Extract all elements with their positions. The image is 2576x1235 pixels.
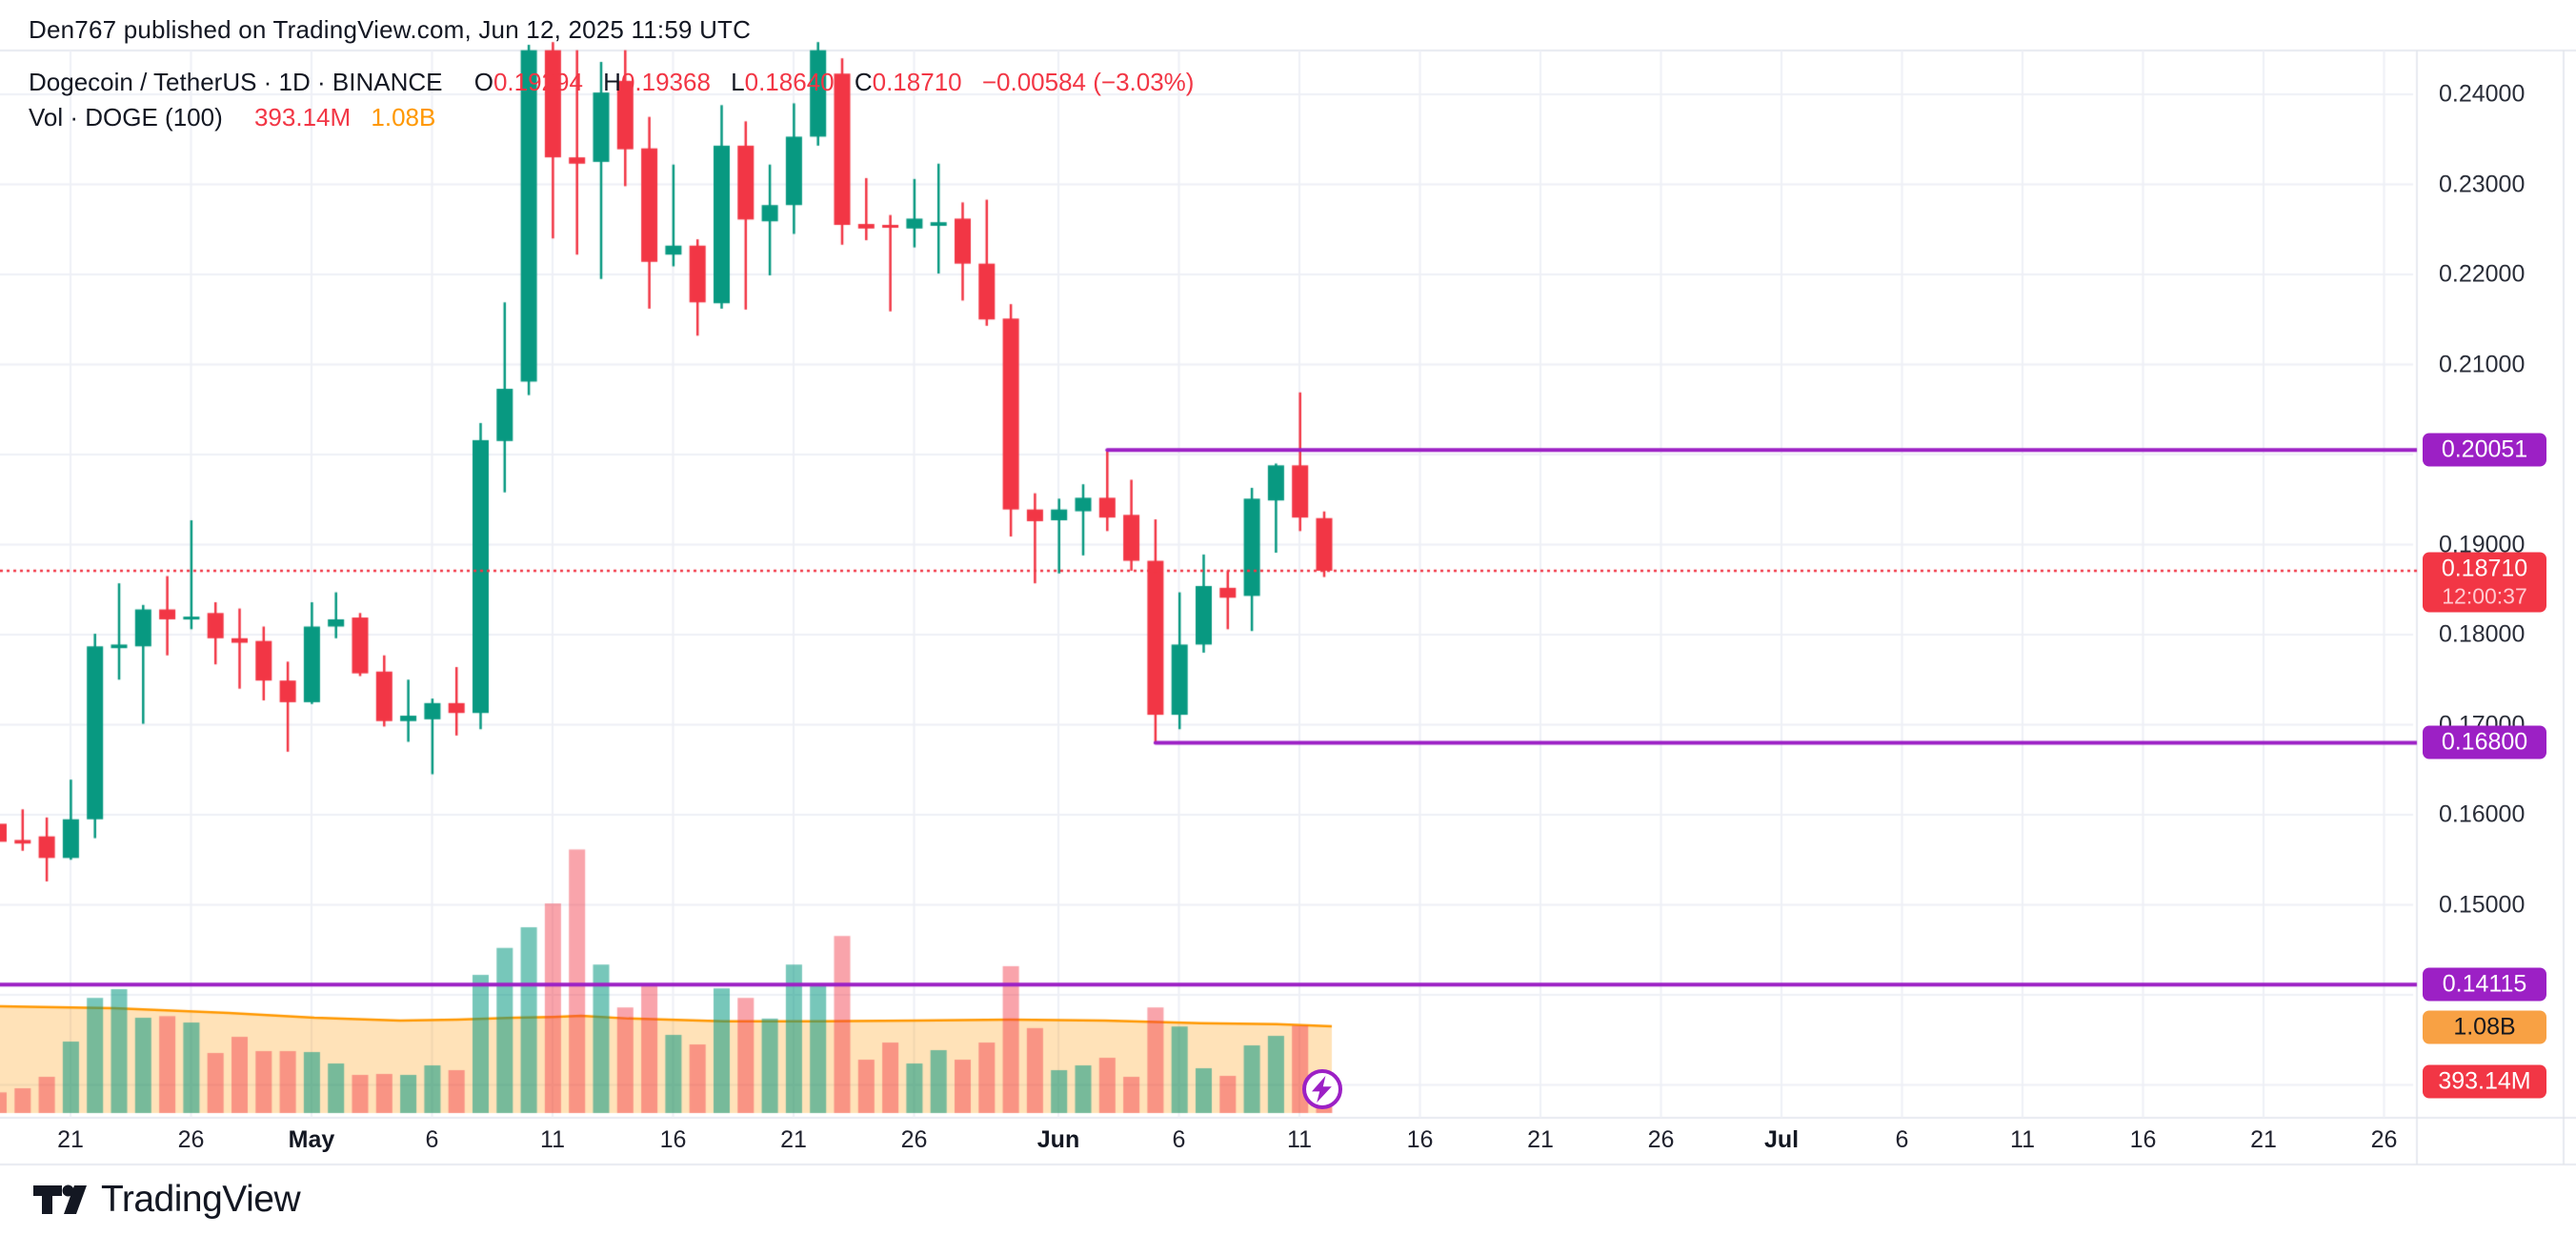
tradingview-brand-text: TradingView [101, 1179, 301, 1220]
close-value: 0.18710 [872, 68, 962, 96]
open-label: O [473, 68, 493, 96]
low-label: L [731, 68, 745, 96]
volume-study-title[interactable]: Vol · DOGE (100) [29, 103, 223, 132]
symbol-title[interactable]: Dogecoin / TetherUS · 1D · BINANCE [29, 68, 443, 96]
volume-value: 393.14M [253, 103, 352, 132]
close-label: C [854, 68, 873, 96]
time-tick-21-1617: 21 [1527, 1126, 1554, 1153]
price-tick-0.15000: 0.15000 [2439, 891, 2526, 918]
change-value: −0.00584 (−3.03%) [981, 68, 1195, 96]
tradingview-logo-icon [33, 1184, 87, 1214]
high-value: 0.19368 [620, 68, 711, 96]
time-tick-Jun-1111: Jun [1036, 1126, 1080, 1153]
high-label: H [603, 68, 621, 96]
time-tick-16-1491: 16 [1406, 1126, 1434, 1153]
time-tick-21-833: 21 [780, 1126, 807, 1153]
time-tick-6-1238: 6 [1172, 1126, 1186, 1153]
time-tick-6-454: 6 [425, 1126, 439, 1153]
time-tick-Jul-1870: Jul [1763, 1126, 1800, 1153]
chart-legend: Dogecoin / TetherUS · 1D · BINANCE O0.19… [29, 65, 1194, 135]
time-tick-May-327: May [288, 1126, 335, 1153]
axis-badge-1.08B: 1.08B [2423, 1010, 2546, 1044]
time-tick-26-960: 26 [900, 1126, 928, 1153]
time-tick-26-201: 26 [177, 1126, 205, 1153]
axis-badge-0.14115: 0.14115 [2423, 967, 2546, 1002]
time-tick-11-1364: 11 [1287, 1126, 1312, 1153]
time-tick-6-1997: 6 [1895, 1126, 1909, 1153]
time-tick-21-74: 21 [57, 1126, 84, 1153]
time-tick-26-2503: 26 [2370, 1126, 2398, 1153]
axis-badge-0.20051: 0.20051 [2423, 433, 2546, 467]
axis-badge-0.18710: 0.18710 12:00:37 [2423, 552, 2546, 613]
time-tick-26-1744: 26 [1647, 1126, 1675, 1153]
open-value: 0.19294 [493, 68, 583, 96]
price-tick-0.24000: 0.24000 [2439, 80, 2526, 108]
time-tick-11-2123: 11 [2010, 1126, 2035, 1153]
tradingview-footer[interactable]: TradingView [32, 1178, 301, 1222]
price-tick-0.18000: 0.18000 [2439, 620, 2526, 648]
price-tick-0.22000: 0.22000 [2439, 260, 2526, 288]
legend-volume-line[interactable]: Vol · DOGE (100) 393.14M 1.08B [29, 100, 1194, 135]
price-tick-0.16000: 0.16000 [2439, 800, 2526, 828]
axis-badge-393.14M: 393.14M [2423, 1064, 2546, 1099]
price-tick-0.21000: 0.21000 [2439, 351, 2526, 377]
time-tick-21-2376: 21 [2250, 1126, 2277, 1153]
low-value: 0.18640 [744, 68, 835, 96]
axis-badge-0.16800: 0.16800 [2423, 725, 2546, 759]
time-tick-16-707: 16 [659, 1126, 687, 1153]
publish-flash-icon[interactable] [1302, 1069, 1342, 1109]
volume-ma-value: 1.08B [371, 103, 436, 132]
publish-attribution: Den767 published on TradingView.com, Jun… [29, 15, 752, 44]
price-tick-0.23000: 0.23000 [2439, 171, 2526, 197]
time-tick-16-2250: 16 [2129, 1126, 2157, 1153]
lightning-bolt-icon [1312, 1076, 1332, 1103]
time-tick-11-580: 11 [540, 1126, 565, 1153]
legend-symbol-line[interactable]: Dogecoin / TetherUS · 1D · BINANCE O0.19… [29, 65, 1194, 100]
